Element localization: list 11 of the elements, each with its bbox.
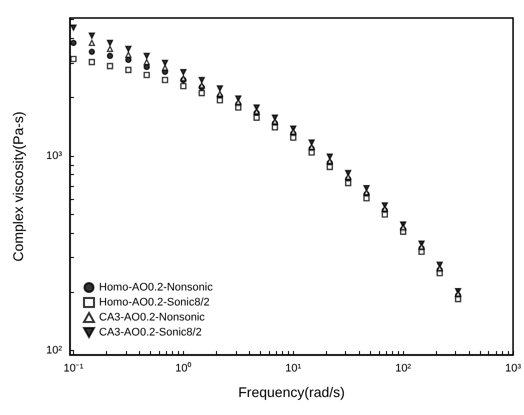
x-tick-label: 10³ — [505, 362, 522, 374]
x-tick-label: 10¹ — [285, 362, 302, 374]
legend-label: CA3-AO0.2-Nonsonic — [99, 312, 206, 324]
legend-label: Homo-AO0.2-Nonsonic — [99, 282, 214, 294]
legend-label: CA3-AO0.2-Sonic8/2 — [99, 326, 202, 338]
legend-label: Homo-AO0.2-Sonic8/2 — [99, 296, 210, 308]
x-tick-label: 10⁻¹ — [64, 362, 84, 374]
y-axis-title: Complex viscosity(Pa-s) — [10, 111, 26, 262]
x-tick-label: 10⁰ — [175, 362, 192, 374]
x-axis-title: Frequency(rad/s) — [238, 384, 345, 400]
x-tick-label: 10² — [395, 362, 412, 374]
